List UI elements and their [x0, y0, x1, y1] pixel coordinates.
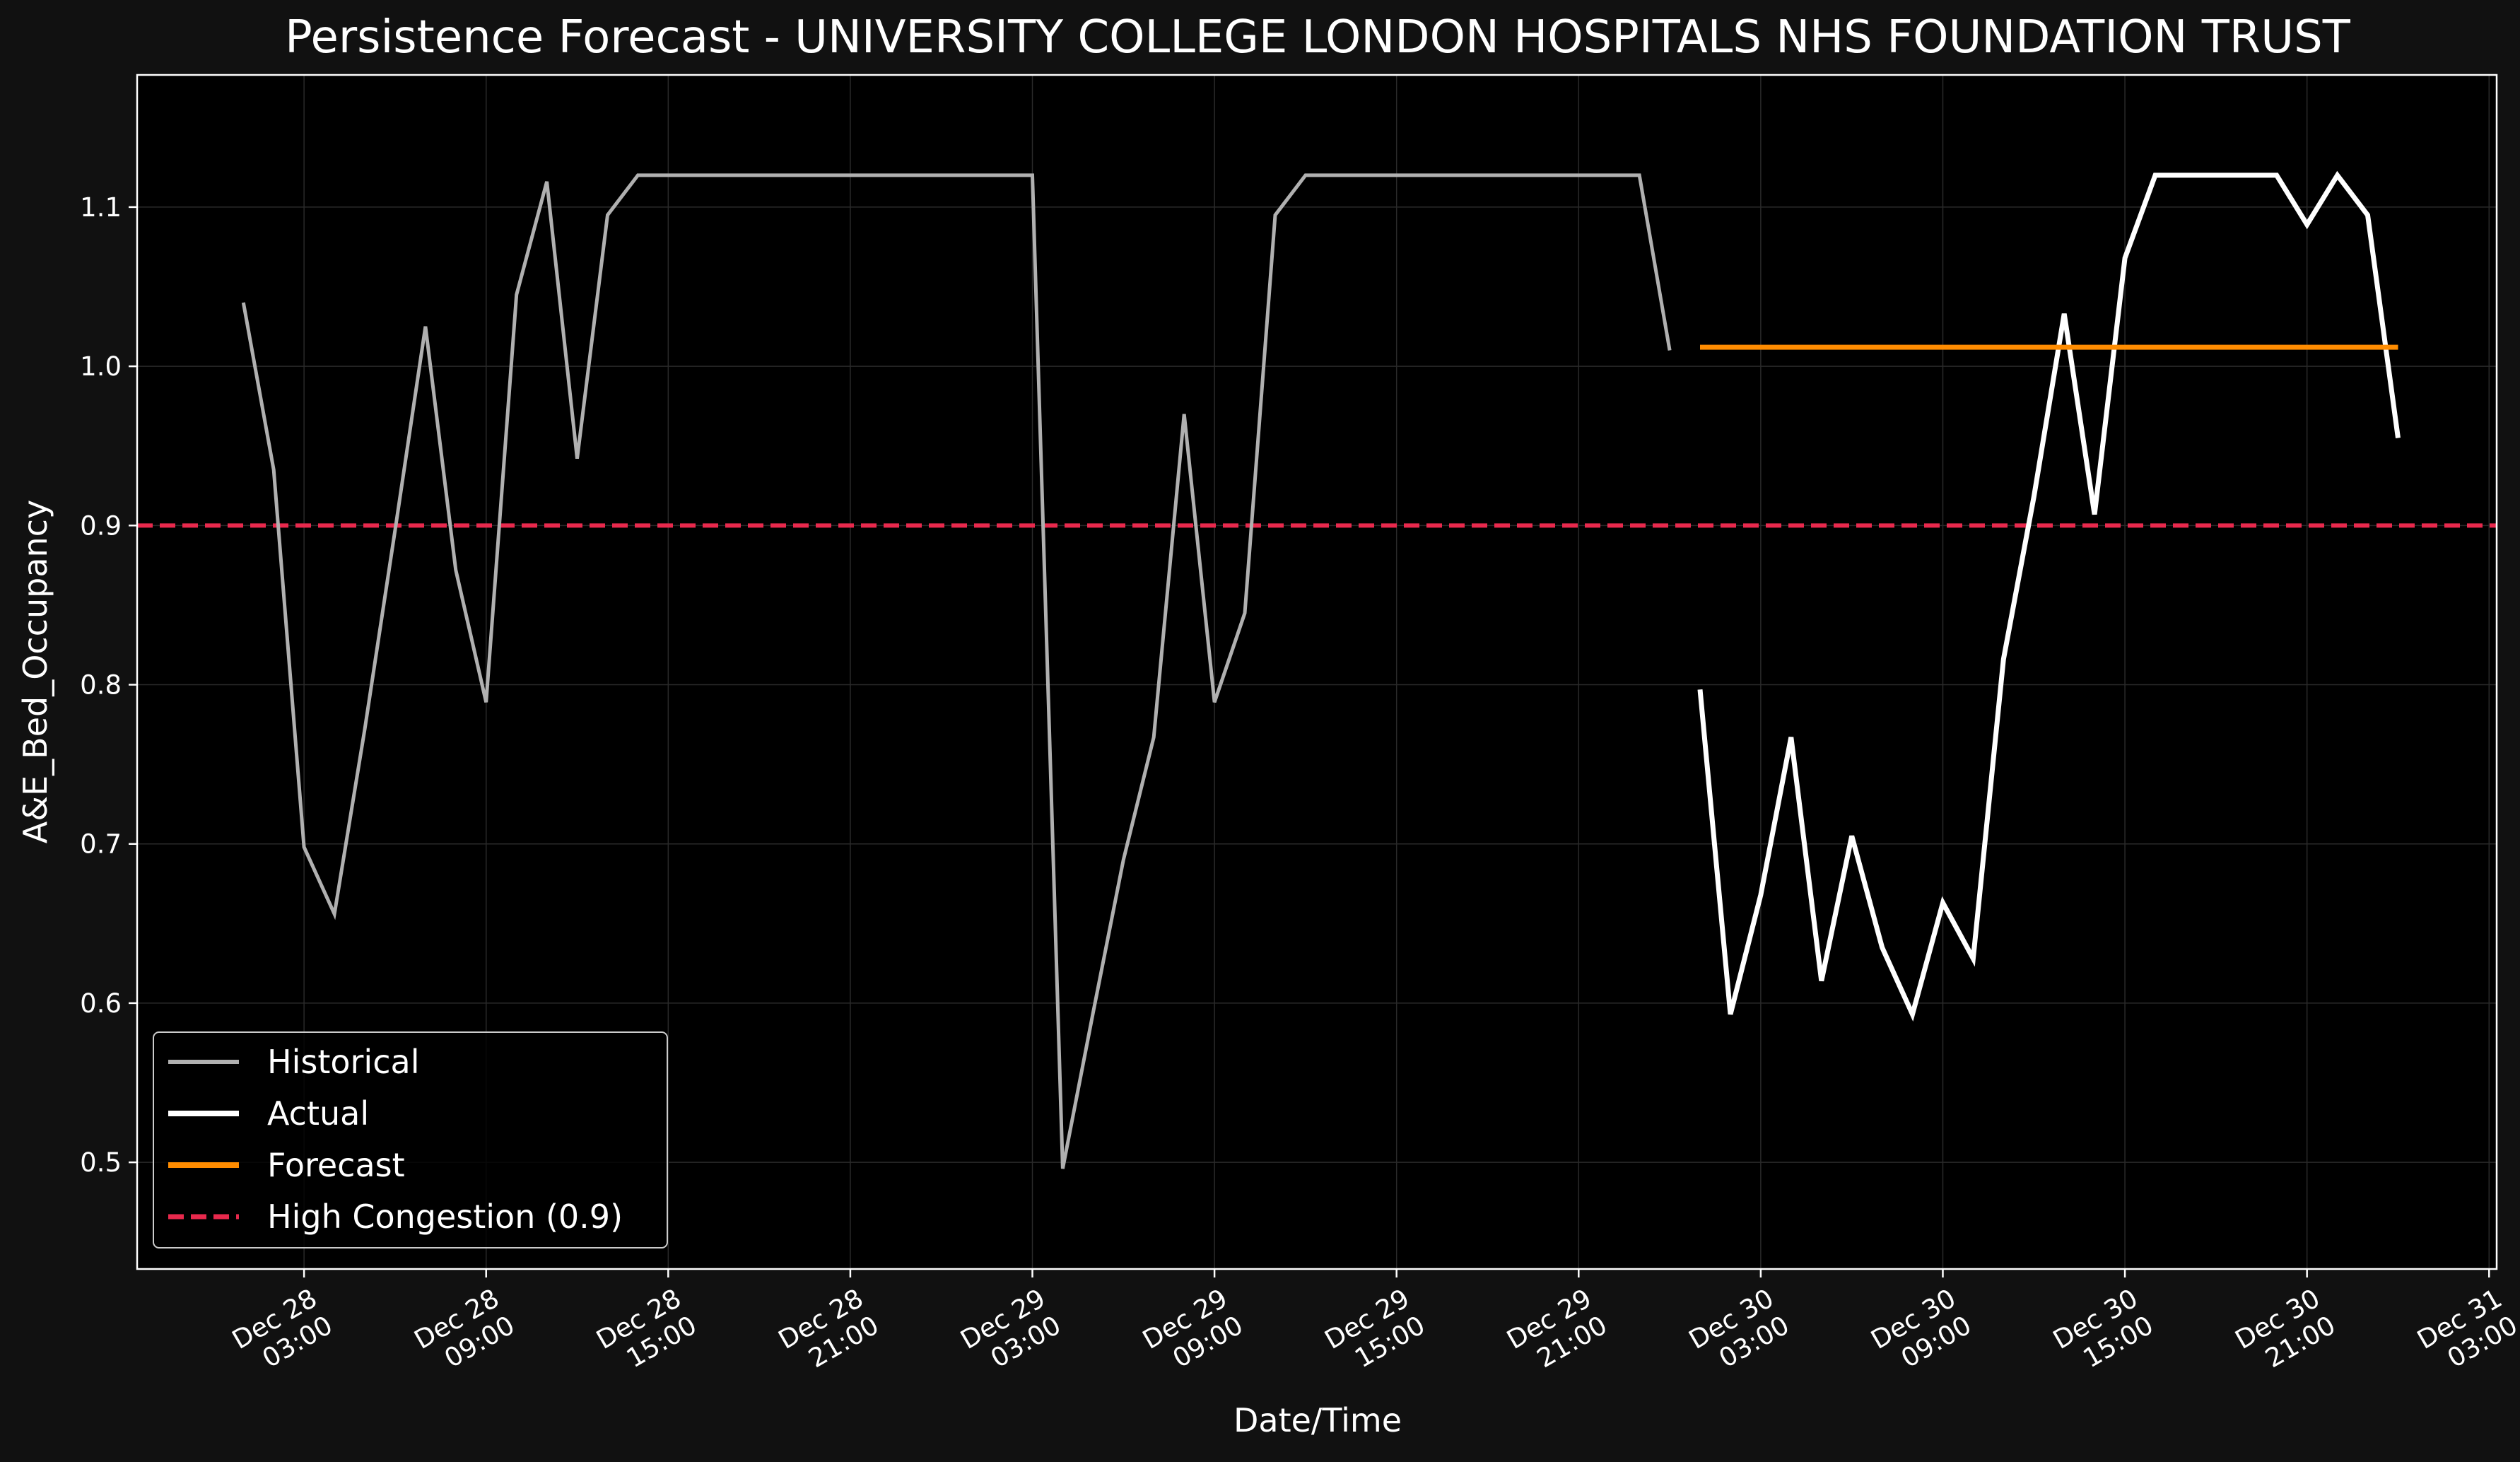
y-tick-label: 0.9 [80, 510, 122, 541]
legend-label-actual: Actual [267, 1094, 369, 1133]
legend-label-forecast: Forecast [267, 1146, 405, 1184]
y-tick-label: 0.5 [80, 1147, 122, 1178]
plot-frame [136, 74, 2498, 1270]
y-tick-label: 0.7 [80, 829, 122, 860]
y-tick-label: 0.8 [80, 670, 122, 701]
legend-label-threshold: High Congestion (0.9) [267, 1198, 623, 1236]
x-axis-label: Date/Time [1233, 1401, 1402, 1439]
y-tick-label: 1.1 [80, 192, 122, 223]
legend-box [153, 1031, 668, 1248]
chart-title: Persistence Forecast - UNIVERSITY COLLEG… [285, 11, 2351, 64]
y-axis: 0.5 0.6 0.7 0.8 0.9 1.0 1.1 [80, 192, 137, 1178]
legend-label-historical: Historical [267, 1043, 419, 1081]
series-line-historical [241, 173, 1672, 1169]
y-tick-label: 1.0 [80, 351, 122, 382]
series-layer [241, 170, 2401, 1169]
y-tick-label: 0.6 [80, 988, 122, 1019]
y-axis-label: A&E_Bed_Occupancy [16, 500, 54, 843]
legend: Historical Actual Forecast High Congesti… [153, 1031, 668, 1248]
series-line-actual [1697, 170, 2401, 1022]
